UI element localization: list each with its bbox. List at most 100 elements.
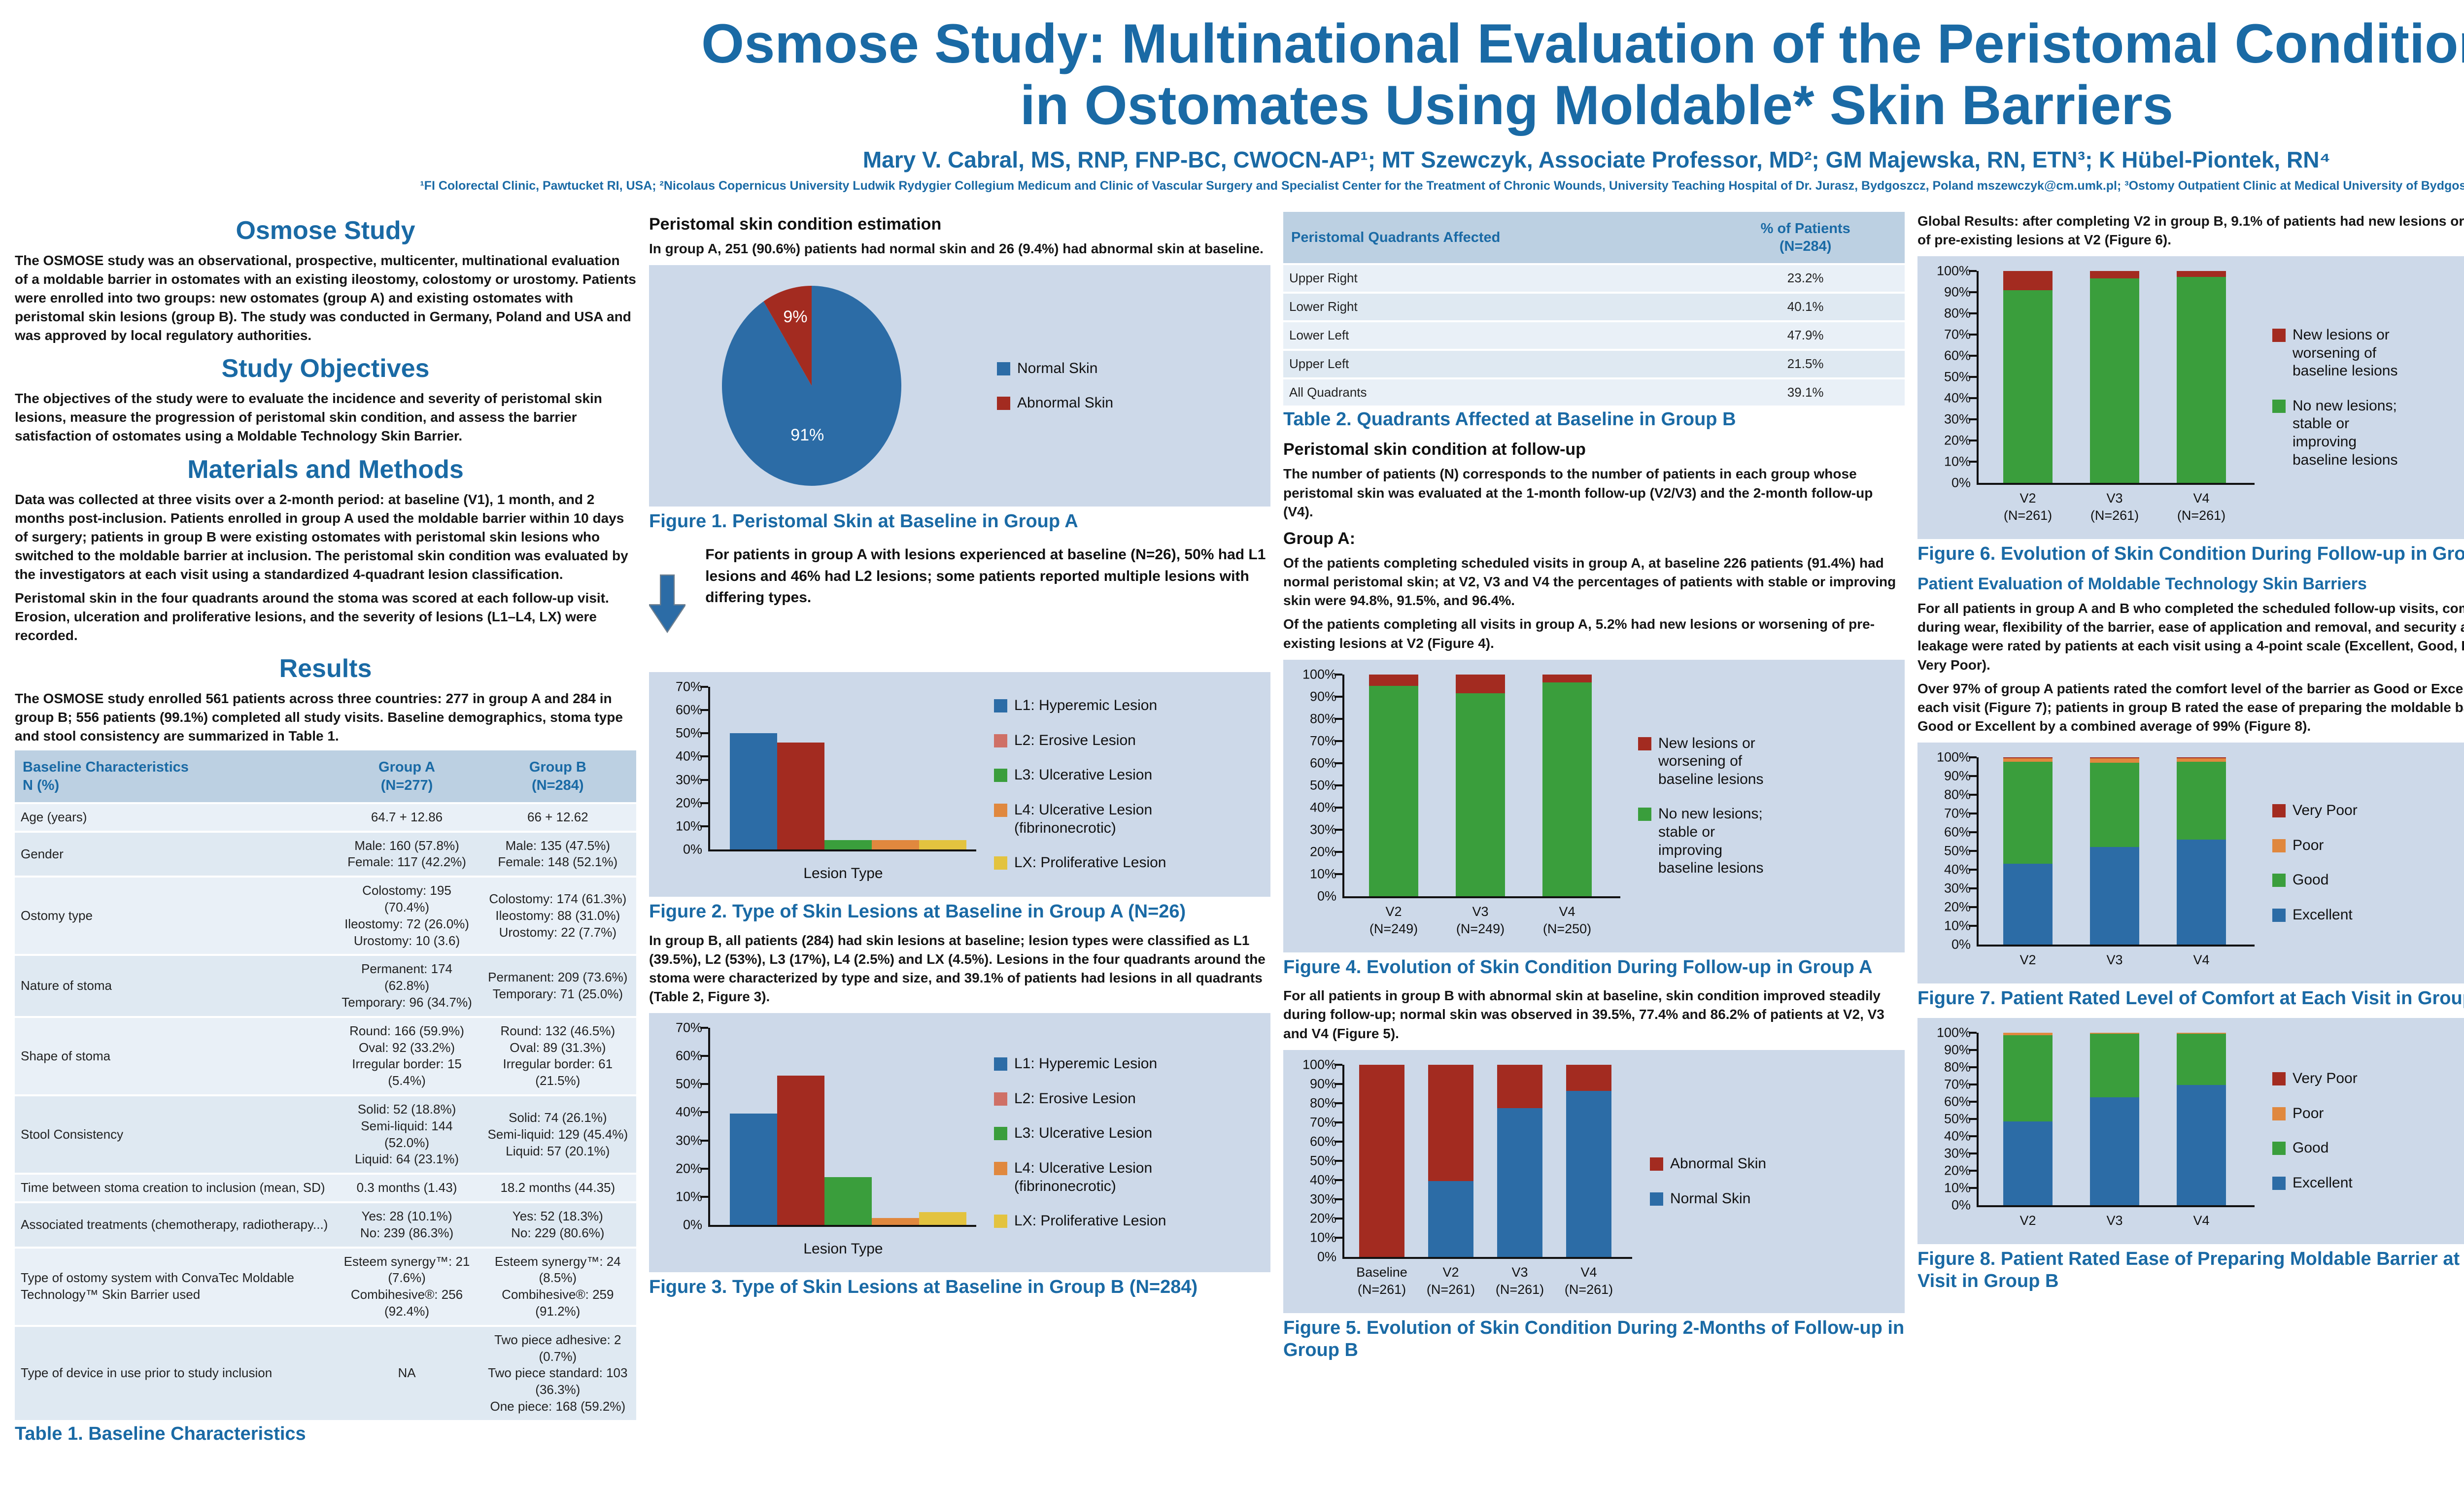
- baseline-characteristics-table: Baseline Characteristics N (%) Group A (N=2…: [15, 750, 636, 1420]
- bar-slot: [1416, 1064, 1485, 1257]
- text-line: Two piece standard: 103 (36.3%): [488, 1365, 628, 1397]
- legend-swatch: [994, 1057, 1007, 1071]
- y-axis: 0% 10% 20% 30% 40% 50% 60% 70% 80% 90% 100%: [1298, 1057, 1342, 1264]
- y-tick: [1969, 868, 1977, 871]
- y-tick-label: 60%: [1309, 755, 1336, 771]
- legend-label: L1: Hyperemic Lesion: [1014, 1055, 1157, 1073]
- legend-label: New lesions or worsening of baseline lesio…: [2293, 326, 2397, 380]
- plot-column: 0% 10% 20% 30% 40% 50% 60% 70% 80% 90% 100% V2 V3 V4: [1932, 1025, 2255, 1229]
- row-label-cell: Stool Consistency: [15, 1094, 335, 1174]
- bar-slot: [1985, 757, 2071, 945]
- y-tick-label: 40%: [675, 748, 702, 764]
- text-line: V2: [2019, 1213, 2036, 1228]
- y-tick: [1335, 1179, 1342, 1181]
- table-header-cell: Group B (N=284): [479, 750, 636, 803]
- segment: [1497, 1064, 1542, 1108]
- legend-item: L2: Erosive Lesion: [994, 1090, 1256, 1108]
- bar-slot: [824, 687, 872, 850]
- chart-legend: New lesions or worsening of baseline lesio…: [1620, 675, 1890, 938]
- quadrant-cell: Upper Right: [1283, 263, 1707, 293]
- legend-swatch: [1650, 1192, 1663, 1206]
- row-label-cell: Type of ostomy system with ConvaTec Mold…: [15, 1246, 335, 1326]
- plot-column: 0% 10% 20% 30% 40% 50% 60% 70% Lesion Type: [664, 1020, 976, 1257]
- segment: [2090, 1097, 2139, 1205]
- row-label-cell: Gender: [15, 830, 335, 877]
- figure4-caption: Figure 4. Evolution of Skin Condition Du…: [1283, 956, 1873, 978]
- y-tick-label: 50%: [675, 725, 702, 741]
- legend-swatch: [997, 362, 1010, 375]
- authors-line: Mary V. Cabral, MS, RNP, FNP-BC, CWOCN-A…: [862, 146, 2331, 172]
- percent-cell: 47.9%: [1706, 320, 1905, 350]
- pie-slice-label: 9%: [783, 308, 807, 327]
- legend-label: Excellent: [2293, 906, 2353, 924]
- chart-body: 0% 10% 20% 30% 40% 50% 60% 70% 80% 90% 100% V2 V3 V4 V…: [1932, 1025, 2464, 1229]
- legend-swatch: [994, 1161, 1007, 1175]
- text-line: Poor: [2293, 1105, 2324, 1121]
- text-line: baseline lesions: [2293, 451, 2398, 468]
- text-line: No new lesions;: [2293, 397, 2397, 414]
- y-tick: [1335, 1063, 1342, 1066]
- legend-label: New lesions or worsening of baseline lesio…: [1658, 735, 1763, 789]
- y-tick-label: 30%: [1309, 1191, 1336, 1207]
- group-b-cell: Male: 135 (47.5%) Female: 148 (52.1%): [479, 830, 636, 877]
- x-axis-labels: V2 (N=261) V3 (N=261) V4 (N=261): [1985, 490, 2255, 524]
- y-tick-label: 20%: [1944, 433, 1971, 448]
- bar-slot: [2158, 1032, 2245, 1205]
- segment: [2177, 271, 2226, 277]
- axis-row: 0% 10% 20% 30% 40% 50% 60% 70% 80% 90% 100%: [1932, 264, 2255, 490]
- table-row: Upper Right 23.2%: [1283, 263, 1905, 293]
- x-category-label: V2 (N=261): [1416, 1264, 1485, 1298]
- row-label-cell: Type of device in use prior to study inc…: [15, 1324, 335, 1420]
- bar-slot: [2071, 1032, 2158, 1205]
- table-row: Ostomy type Colostomy: 195 (70.4%) Ileosto…: [15, 876, 636, 955]
- legend-item: Good: [2272, 1139, 2464, 1157]
- group-a-cell: Male: 160 (57.8%) Female: 117 (42.2%): [334, 830, 479, 877]
- y-tick-label: 20%: [1309, 1211, 1336, 1226]
- arrow-callout-text: For patients in group A with lesions exp…: [705, 546, 1266, 606]
- text-line: Normal Skin: [1017, 360, 1098, 376]
- text-line: Female: 148 (52.1%): [498, 854, 618, 870]
- row-label-cell: Time between stoma creation to inclusion…: [15, 1173, 335, 1202]
- poster-title: Osmose Study: Multinational Evaluation o…: [0, 13, 2464, 136]
- text-line: Solid: 74 (26.1%): [509, 1110, 607, 1125]
- figure6-panel: 0% 10% 20% 30% 40% 50% 60% 70% 80% 90% 100% V2 (N=26…: [1917, 256, 2464, 540]
- y-tick: [1969, 1049, 1977, 1051]
- y-tick-label: 90%: [1309, 1076, 1336, 1091]
- figure5-caption: Figure 5. Evolution of Skin Condition Du…: [1283, 1317, 1905, 1361]
- y-tick-label: 70%: [1309, 733, 1336, 748]
- figure1-panel: 91% 9% Normal Skin Abnormal Skin: [649, 265, 1270, 507]
- y-axis: 0% 10% 20% 30% 40% 50% 60% 70%: [664, 1020, 708, 1232]
- figure6-caption: Figure 6. Evolution of Skin Condition Du…: [1917, 543, 2464, 565]
- table-body: Age (years) 64.7 + 12.86 66 + 12.62 Gender M…: [15, 802, 636, 1420]
- y-tick: [1335, 784, 1342, 786]
- groupa-paragraph-2: Of the patients completing all visits in…: [1283, 616, 1875, 651]
- text-line: Male: 135 (47.5%): [505, 838, 611, 853]
- text-line: Male: 160 (57.8%): [354, 838, 459, 853]
- text-line: V2: [2019, 952, 2036, 967]
- skin-condition-heading: Peristomal skin condition estimation: [649, 214, 942, 234]
- y-tick-label: 100%: [1936, 749, 1971, 765]
- text-line: (N=261): [1495, 1282, 1544, 1297]
- text-line: V3: [1472, 904, 1489, 919]
- text-line: One piece: 168 (59.2%): [490, 1398, 626, 1414]
- figure7-stacked-chart: 0% 10% 20% 30% 40% 50% 60% 70% 80% 90% 100% V2 V3 V4 V…: [1932, 749, 2464, 969]
- y-tick: [1335, 1198, 1342, 1200]
- text-line: Urostomy: 10 (3.6): [353, 933, 460, 948]
- legend-label: Normal Skin: [1670, 1190, 1750, 1208]
- text-line: baseline lesions: [1658, 771, 1764, 787]
- text-line: Round: 166 (59.9%): [349, 1023, 464, 1038]
- group-b-cell: Solid: 74 (26.1%) Semi-liquid: 129 (45.4%…: [479, 1094, 636, 1174]
- text-line: improving: [2293, 434, 2357, 450]
- legend-item: Very Poor: [2272, 802, 2464, 820]
- bar-slot: [2071, 757, 2158, 945]
- text-line: V3: [2106, 952, 2123, 967]
- poster-columns: Osmose Study The OSMOSE study was an obs…: [0, 193, 2464, 1453]
- text-line: 0.3 months (1.43): [356, 1180, 457, 1195]
- legend-label: Excellent: [2293, 1174, 2353, 1192]
- text-line: Oval: 89 (31.3%): [510, 1040, 606, 1055]
- text-line: L1: Hyperemic Lesion: [1014, 1055, 1158, 1072]
- stacked-bar-V4: [2177, 757, 2226, 945]
- row-label-cell: Associated treatments (chemotherapy, rad…: [15, 1201, 335, 1248]
- legend-swatch: [994, 1215, 1007, 1228]
